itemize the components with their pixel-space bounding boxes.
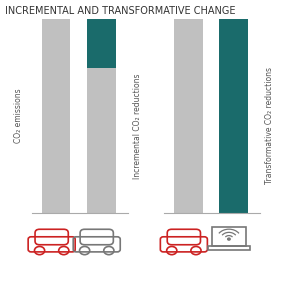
Text: Incremental CO₂ reductions: Incremental CO₂ reductions <box>133 73 142 179</box>
Bar <box>219 19 248 213</box>
Text: Transformative CO₂ reductions: Transformative CO₂ reductions <box>265 67 274 184</box>
Bar <box>87 19 115 68</box>
Text: CO₂ emissions: CO₂ emissions <box>14 89 23 143</box>
Bar <box>87 19 115 213</box>
Bar <box>174 19 203 213</box>
Circle shape <box>228 238 230 240</box>
Text: INCREMENTAL AND TRANSFORMATIVE CHANGE: INCREMENTAL AND TRANSFORMATIVE CHANGE <box>5 6 235 16</box>
Bar <box>42 19 70 213</box>
